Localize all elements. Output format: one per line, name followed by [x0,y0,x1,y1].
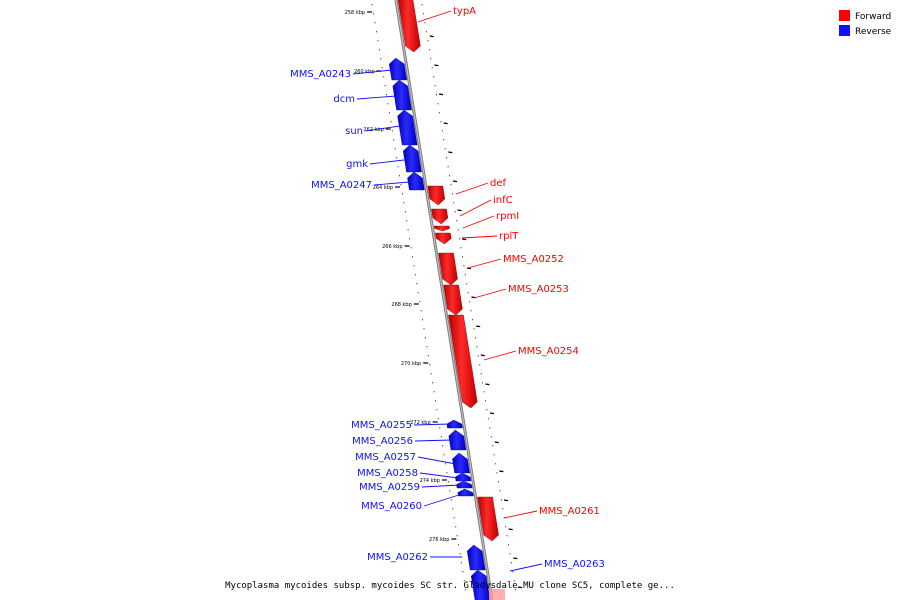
scale-tick-label: 270 kbp [401,361,421,367]
gene-label-gmk[interactable]: gmk [346,159,368,170]
legend: Forward Reverse [839,10,892,37]
gene-leader-line [352,69,393,75]
gene-label-infc[interactable]: infC [493,195,513,206]
gene-label-mms_a0262[interactable]: MMS_A0262 [367,552,428,563]
gene-leader-line [364,125,401,132]
gene-feature-mms_a0257[interactable] [452,452,470,474]
gene-leader-line [483,350,517,361]
gene-leader-line [462,215,495,229]
genome-backbone [394,0,494,600]
legend-reverse-label: Reverse [855,27,892,37]
gene-leader-line [369,159,405,165]
gene-label-mms_a0256[interactable]: MMS_A0256 [352,436,413,447]
gene-label-mms_a0263[interactable]: MMS_A0263 [544,559,605,570]
backbone-end-marker [489,589,505,600]
scale-tick-label: 264 kbp [373,185,393,191]
gene-leader-line [373,181,410,186]
scale-tick-label: 260 kbp [354,69,374,75]
gene-leader-line [356,95,397,100]
gene-leader-line [413,423,451,426]
gene-label-mms_a0261[interactable]: MMS_A0261 [539,506,600,517]
gene-feature-mms_a0247[interactable] [407,171,425,191]
gene-leader-line [467,258,502,269]
gene-feature-infc[interactable] [431,208,449,225]
scale-tick-label: 258 kbp [345,10,365,16]
legend-reverse-swatch [839,25,850,36]
gene-label-mms_a0255[interactable]: MMS_A0255 [351,420,412,431]
scale-tick-label: 276 kbp [429,537,449,543]
scale-tick-label: 274 kbp [420,478,440,484]
gene-leader-line [423,493,463,507]
sequence-caption: Mycoplasma mycoides subsp. mycoides SC s… [225,581,675,591]
gene-leader-line [417,456,457,465]
gene-label-mms_a0247[interactable]: MMS_A0247 [311,180,372,191]
gene-leader-line [421,484,461,488]
gene-leader-line [419,472,459,479]
gene-label-sun[interactable]: sun [345,126,363,137]
gene-label-def[interactable]: def [490,178,507,189]
gene-leader-line [503,510,538,519]
gene-feature-mms_a0255[interactable] [446,419,463,429]
gene-label-dcm[interactable]: dcm [333,94,355,105]
scale-tick-label: 272 kbp [410,420,430,426]
scale-tick-label: 268 kbp [391,302,411,308]
gene-leader-line [509,563,543,572]
gene-label-rpmi[interactable]: rpmI [496,211,519,222]
gene-feature-mms_a0253[interactable] [443,284,463,316]
gene-label-mms_a0253[interactable]: MMS_A0253 [508,284,569,295]
gene-feature-rpmi[interactable] [433,225,450,232]
gene-label-rplt[interactable]: rplT [499,231,519,242]
scale-tick-label: 266 kbp [382,244,402,250]
gene-label-mms_a0243[interactable]: MMS_A0243 [290,69,351,80]
gene-leader-line [455,182,489,195]
gene-features [388,0,505,600]
gene-feature-mms_a0258[interactable] [455,472,472,482]
gene-feature-rplt[interactable] [435,232,452,245]
gene-feature-mms_a0256[interactable] [448,429,467,451]
gene-feature-def[interactable] [427,185,446,206]
strand-dot-guides [371,4,517,591]
gene-label-mms_a0257[interactable]: MMS_A0257 [355,452,416,463]
gene-leader-line [461,235,498,239]
gene-feature-mms_a0261[interactable] [477,496,499,542]
gene-leader-line [459,199,492,217]
gene-label-mms_a0259[interactable]: MMS_A0259 [359,482,420,493]
gene-feature-mms_a0243[interactable] [388,57,408,81]
gene-feature-mms_a0263[interactable] [470,569,491,600]
gene-label-mms_a0260[interactable]: MMS_A0260 [361,501,422,512]
gene-feature-mms_a0254[interactable] [448,314,478,409]
gene-leader-line [417,10,452,23]
gene-label-mms_a0252[interactable]: MMS_A0252 [503,254,564,265]
legend-forward-label: Forward [855,12,891,22]
gene-feature-typa[interactable] [397,0,421,53]
gene-label-typa[interactable]: typA [453,6,476,17]
gene-label-mms_a0258[interactable]: MMS_A0258 [357,468,418,479]
gene-feature-mms_a0252[interactable] [438,252,458,286]
gene-label-mms_a0254[interactable]: MMS_A0254 [518,346,579,357]
gene-leader-line [473,288,507,299]
gene-leader-line [414,439,453,442]
gene-feature-mms_a0259[interactable] [456,480,473,489]
legend-forward-swatch [839,10,850,21]
